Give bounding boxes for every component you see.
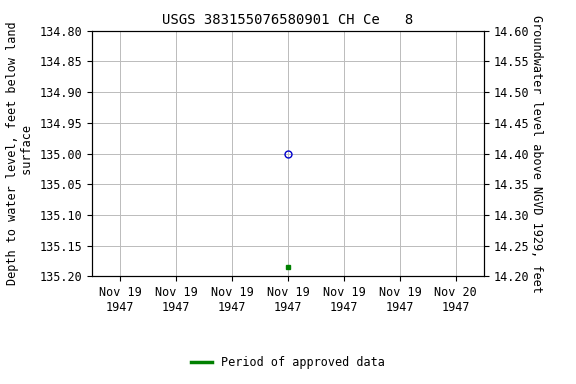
Y-axis label: Depth to water level, feet below land
 surface: Depth to water level, feet below land su… xyxy=(6,22,34,285)
Legend: Period of approved data: Period of approved data xyxy=(186,351,390,374)
Title: USGS 383155076580901 CH Ce   8: USGS 383155076580901 CH Ce 8 xyxy=(162,13,414,27)
Y-axis label: Groundwater level above NGVD 1929, feet: Groundwater level above NGVD 1929, feet xyxy=(530,15,543,293)
